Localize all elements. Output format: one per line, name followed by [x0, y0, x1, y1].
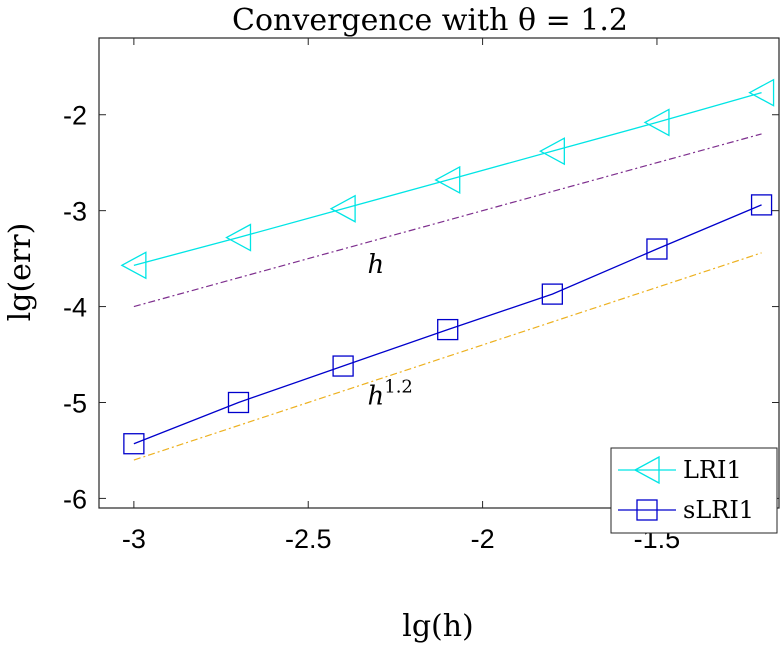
data-point-lri1: [748, 78, 775, 107]
data-point-slri1: [227, 391, 250, 414]
series-line-slri1: [133, 204, 762, 445]
series-line-lri1: [133, 92, 762, 266]
chart-title: Convergence with θ = 1.2: [232, 3, 628, 38]
plot-frame: [98, 37, 780, 509]
y-tick-label: -5: [63, 388, 87, 418]
data-point-slri1: [123, 433, 145, 455]
annotations: h h1.2: [368, 250, 413, 411]
y-axis-label: lg(err): [3, 223, 38, 322]
data-point-slri1: [646, 238, 668, 260]
y-tick-label: -4: [63, 293, 87, 323]
series-lri1: [120, 78, 775, 280]
data-point-lri1: [643, 108, 670, 137]
legend-marker-lri1: [633, 455, 660, 485]
legend-marker-slri1: [636, 499, 658, 521]
y-tick-label: -6: [63, 484, 87, 514]
reference-lines: [133, 133, 762, 461]
axes: [98, 37, 780, 509]
annotation-h: h: [368, 250, 385, 280]
legend-item-lri1: LRI1: [618, 455, 742, 485]
data-point-slri1: [750, 194, 773, 216]
legend-label: sLRI1: [683, 496, 754, 524]
y-tick-label: -2: [63, 101, 87, 131]
data-point-slri1: [437, 318, 459, 341]
data-point-slri1: [541, 283, 563, 305]
x-tick-label: -3: [122, 524, 146, 554]
series: [120, 78, 775, 455]
data-point-lri1: [434, 165, 461, 195]
x-tick-label: -2.5: [285, 524, 332, 554]
data-point-lri1: [225, 223, 252, 252]
x-tick-label: -2: [471, 524, 495, 554]
legend-box: [610, 447, 778, 534]
annotation-superscript: 1.2: [384, 376, 413, 397]
data-point-lri1: [329, 194, 356, 223]
series-slri1: [123, 194, 773, 455]
annotation-h-1-2: h1.2: [368, 376, 413, 411]
x-axis-label: lg(h): [402, 609, 474, 644]
data-point-slri1: [332, 355, 354, 377]
legend-label: LRI1: [683, 456, 742, 484]
data-point-lri1: [538, 137, 565, 166]
legend: LRI1 sLRI1: [610, 447, 778, 534]
y-tick-label: -3: [63, 197, 87, 227]
legend-item-slri1: sLRI1: [618, 496, 754, 524]
reference-line-slope-1-2: [133, 252, 762, 461]
reference-line-slope-1: [133, 133, 762, 308]
data-point-lri1: [120, 251, 147, 280]
